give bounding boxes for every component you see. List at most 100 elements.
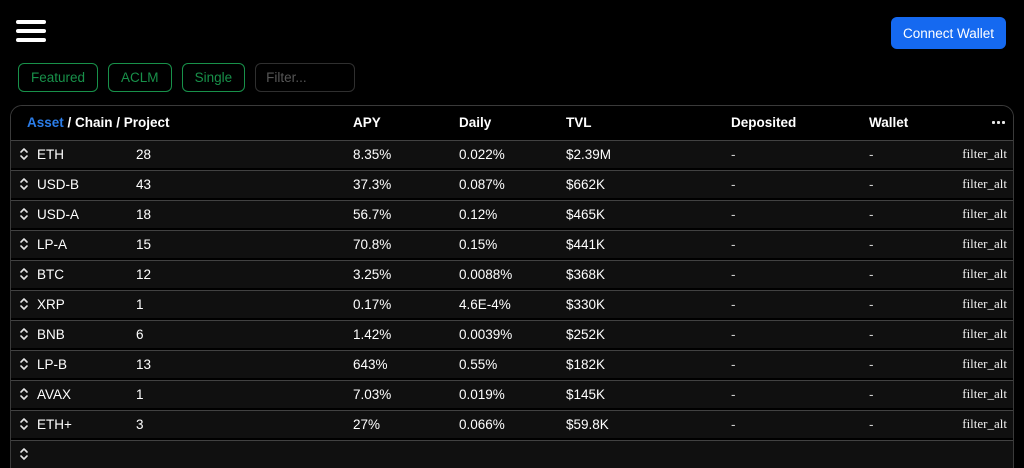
table-row[interactable]: XRP 1 0.17% 4.6E-4% $330K - - filter_alt [11,288,1013,318]
filter-alt-icon[interactable]: filter_alt [962,146,1007,161]
deposited-cell: - [731,206,736,222]
wallet-column-header[interactable]: Wallet [869,114,909,130]
tvl-cell: $441K [566,236,606,252]
filter-alt-icon[interactable]: filter_alt [962,296,1007,311]
table-row[interactable]: BTC 12 3.25% 0.0088% $368K - - filter_al… [11,258,1013,288]
pool-count-cell: 15 [136,236,152,252]
wallet-cell: - [869,146,874,162]
apy-cell: 37.3% [353,176,392,192]
table-header-row: Asset / Chain / Project APY Daily TVL De… [11,106,1013,138]
table-row[interactable]: AVAX 1 7.03% 0.019% $145K - - filter_alt [11,378,1013,408]
wallet-cell: - [869,176,874,192]
filter-alt-icon[interactable]: filter_alt [962,416,1007,431]
apy-cell: 3.25% [353,266,392,282]
table-row[interactable]: ETH 28 8.35% 0.022% $2.39M - - filter_al… [11,138,1013,168]
unfold-more-icon[interactable] [11,386,37,402]
table-row[interactable]: LP-A 15 70.8% 0.15% $441K - - filter_alt [11,228,1013,258]
daily-cell: 0.019% [459,386,505,402]
wallet-cell: - [869,236,874,252]
asset-cell: ETH [37,146,64,162]
pool-count-cell: 6 [136,326,144,342]
pool-count-cell: 18 [136,206,152,222]
unfold-more-icon[interactable] [11,296,37,312]
tvl-cell: $2.39M [566,146,612,162]
apy-column-header[interactable]: APY [353,114,381,130]
wallet-cell: - [869,416,874,432]
hamburger-bar [16,38,46,42]
deposited-column-header[interactable]: Deposited [731,114,797,130]
filter-alt-icon[interactable]: filter_alt [962,236,1007,251]
table-row[interactable]: ETH+ 3 27% 0.066% $59.8K - - filter_alt [11,408,1013,438]
daily-cell: 0.12% [459,206,498,222]
asset-cell: AVAX [37,386,72,402]
daily-cell: 0.0088% [459,266,513,282]
tvl-cell: $662K [566,176,606,192]
filter-input[interactable] [255,63,356,92]
unfold-more-icon[interactable] [11,356,37,372]
unfold-more-icon[interactable] [11,326,37,342]
tvl-cell: $465K [566,206,606,222]
tvl-cell: $145K [566,386,606,402]
table-row[interactable]: LP-B 13 643% 0.55% $182K - - filter_alt [11,348,1013,378]
tvl-cell: $368K [566,266,606,282]
single-filter-button[interactable]: Single [181,63,246,92]
wallet-cell: - [869,326,874,342]
asset-sort-link[interactable]: Asset [27,114,64,130]
unfold-more-icon[interactable] [11,146,37,162]
filter-toolbar: Featured ACLM Single [18,63,1024,92]
unfold-more-icon[interactable] [11,446,37,462]
filter-alt-icon[interactable]: filter_alt [962,206,1007,221]
deposited-cell: - [731,296,736,312]
asset-cell: LP-A [37,236,68,252]
filter-alt-icon[interactable]: filter_alt [962,386,1007,401]
filter-alt-icon[interactable]: filter_alt [962,266,1007,281]
unfold-more-icon[interactable] [11,206,37,222]
featured-filter-button[interactable]: Featured [18,63,99,92]
aclm-filter-button[interactable]: ACLM [108,63,172,92]
unfold-more-icon[interactable] [11,236,37,252]
daily-column-header[interactable]: Daily [459,114,492,130]
filter-alt-icon[interactable]: filter_alt [962,326,1007,341]
deposited-cell: - [731,416,736,432]
pool-count-cell: 1 [136,296,144,312]
unfold-more-icon[interactable] [11,176,37,192]
pool-count-cell: 13 [136,356,152,372]
tvl-cell: $252K [566,326,606,342]
filter-alt-icon[interactable]: filter_alt [962,356,1007,371]
filter-alt-icon[interactable]: filter_alt [962,176,1007,191]
asset-cell: LP-B [37,356,68,372]
unfold-more-icon[interactable] [11,266,37,282]
deposited-cell: - [731,386,736,402]
chain-project-header-label: / Chain / Project [63,114,170,130]
tvl-cell: $330K [566,296,606,312]
connect-wallet-button[interactable]: Connect Wallet [890,17,1006,49]
menu-hamburger-icon[interactable] [16,20,46,42]
table-row[interactable]: USD-A 18 56.7% 0.12% $465K - - filter_al… [11,198,1013,228]
daily-cell: 0.15% [459,236,498,252]
apy-cell: 7.03% [353,386,392,402]
apy-cell: 1.42% [353,326,392,342]
wallet-cell: - [869,266,874,282]
table-row[interactable]: USD-B 43 37.3% 0.087% $662K - - filter_a… [11,168,1013,198]
table-row[interactable] [11,438,1013,468]
asset-cell: USD-B [37,176,80,192]
asset-cell: BNB [37,326,65,342]
table-row[interactable]: BNB 6 1.42% 0.0039% $252K - - filter_alt [11,318,1013,348]
hamburger-bar [16,29,46,33]
apy-cell: 27% [353,416,381,432]
more-horiz-icon[interactable] [992,120,1013,124]
wallet-cell: - [869,386,874,402]
daily-cell: 0.022% [459,146,505,162]
pools-table: Asset / Chain / Project APY Daily TVL De… [10,105,1014,468]
apy-cell: 643% [353,356,388,372]
wallet-cell: - [869,296,874,312]
tvl-column-header[interactable]: TVL [566,114,592,130]
deposited-cell: - [731,356,736,372]
unfold-more-icon[interactable] [11,416,37,432]
pool-count-cell: 12 [136,266,152,282]
asset-chain-project-header: Asset / Chain / Project [11,115,353,130]
hamburger-bar [16,20,46,24]
daily-cell: 4.6E-4% [459,296,511,312]
apy-cell: 56.7% [353,206,392,222]
pool-count-cell: 3 [136,416,144,432]
